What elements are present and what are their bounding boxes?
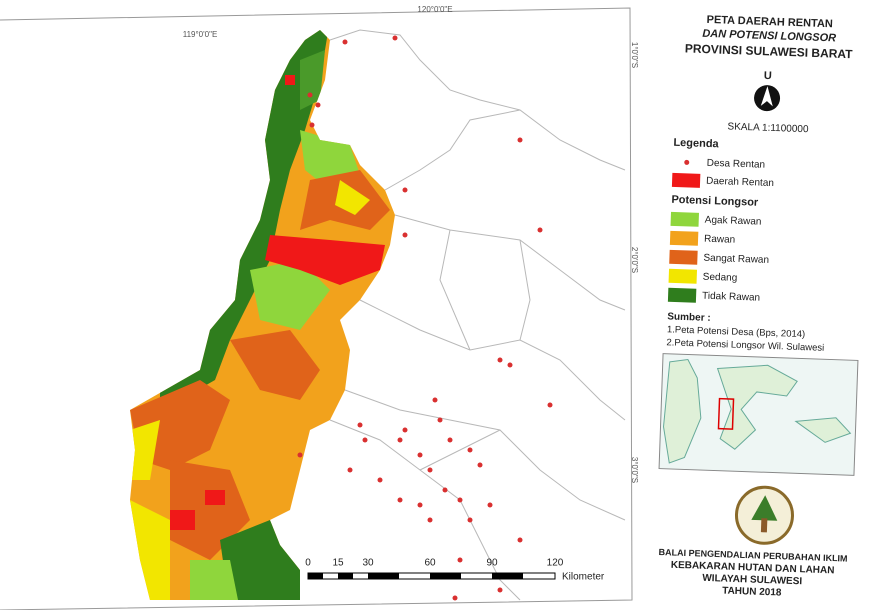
map-frame bbox=[0, 7, 633, 610]
village-dot bbox=[397, 497, 403, 503]
longitude-label: 120°0'0"E bbox=[417, 5, 452, 14]
village-dot bbox=[517, 537, 523, 543]
scale-label: 30 bbox=[362, 558, 374, 569]
village-dot bbox=[417, 452, 423, 458]
village-dot bbox=[309, 122, 315, 128]
scale-bar-segment bbox=[492, 573, 523, 579]
legend-label: Tidak Rawan bbox=[702, 291, 760, 304]
village-dot bbox=[392, 35, 398, 41]
scale-bar-segment bbox=[368, 573, 399, 579]
village-dot bbox=[467, 517, 473, 523]
village-dot bbox=[507, 362, 513, 368]
legend-label: Rawan bbox=[704, 234, 736, 246]
village-dot bbox=[362, 437, 368, 443]
inset-highlight bbox=[717, 397, 735, 430]
legend-label: Sedang bbox=[703, 272, 738, 284]
village-dot bbox=[315, 102, 321, 108]
village-dot bbox=[402, 232, 408, 238]
village-dot bbox=[497, 357, 503, 363]
scale-unit: Kilometer bbox=[562, 572, 605, 583]
village-dot bbox=[342, 39, 348, 45]
longitude-label: 119°0'0"E bbox=[183, 30, 218, 39]
village-dot bbox=[452, 595, 458, 601]
legend-panel: PETA DAERAH RENTAN DAN POTENSI LONGSOR P… bbox=[658, 14, 859, 599]
legend-swatch bbox=[668, 268, 698, 284]
village-dot bbox=[457, 497, 463, 503]
legend: Desa Rentan Daerah Rentan Potensi Longsor A… bbox=[666, 158, 824, 354]
villages bbox=[297, 35, 553, 601]
legend-swatch bbox=[669, 249, 698, 265]
village-dot bbox=[517, 137, 523, 143]
title-line: DAN POTENSI LONGSOR bbox=[702, 28, 836, 45]
scale-label: 60 bbox=[424, 558, 436, 569]
scale-label: 90 bbox=[486, 558, 498, 569]
legend-swatch bbox=[670, 211, 700, 227]
village-dot bbox=[307, 92, 313, 98]
village-dot bbox=[477, 462, 483, 468]
legend-swatch bbox=[671, 172, 701, 188]
logo bbox=[751, 495, 778, 521]
legend-label: Desa Rentan bbox=[707, 158, 766, 171]
village-dot bbox=[547, 402, 553, 408]
title-line: PETA DAERAH RENTAN bbox=[706, 14, 833, 30]
village-dot bbox=[447, 437, 453, 443]
village-dot bbox=[437, 417, 443, 423]
latitude-label: 1°0'0"S bbox=[630, 42, 639, 68]
scale-bar-segment bbox=[430, 573, 461, 579]
scale-text: SKALA 1:1100000 bbox=[727, 121, 809, 135]
scale-bar: 0 15 30 60 90 120 Kilometer bbox=[305, 558, 605, 583]
village-dot bbox=[377, 477, 383, 483]
legend-dot bbox=[684, 159, 690, 165]
legend-title: Legenda bbox=[673, 137, 720, 151]
village-dot bbox=[402, 427, 408, 433]
title-line: PROVINSI SULAWESI BARAT bbox=[685, 41, 854, 61]
legend-swatch bbox=[669, 230, 699, 246]
legend-label: Daerah Rentan bbox=[706, 176, 774, 189]
village-dot bbox=[417, 502, 423, 508]
village-dot bbox=[427, 517, 433, 523]
boundaries bbox=[329, 29, 626, 601]
village-dot bbox=[427, 467, 433, 473]
inset-map bbox=[658, 353, 859, 476]
scale-label: 0 bbox=[305, 558, 311, 569]
footer-line: TAHUN 2018 bbox=[722, 586, 782, 599]
village-dot bbox=[357, 422, 363, 428]
latitude-label: 3°0'0"S bbox=[630, 457, 639, 483]
village-dot bbox=[467, 447, 473, 453]
village-dot bbox=[397, 437, 403, 443]
legend-label: Sangat Rawan bbox=[703, 253, 769, 266]
village-dot bbox=[442, 487, 448, 493]
village-dot bbox=[487, 502, 493, 508]
source-title: Sumber : bbox=[667, 311, 711, 324]
inset-land bbox=[794, 417, 852, 443]
inset-land bbox=[663, 358, 702, 464]
scale-bar-segment bbox=[308, 573, 323, 579]
north-label: U bbox=[764, 70, 772, 82]
village-dot bbox=[497, 587, 503, 593]
legend-label: Agak Rawan bbox=[705, 215, 762, 228]
village-dot bbox=[402, 187, 408, 193]
village-dot bbox=[457, 557, 463, 563]
village-dot bbox=[347, 467, 353, 473]
village-dot bbox=[537, 227, 543, 233]
scale-label: 15 bbox=[332, 558, 344, 569]
village-dot bbox=[297, 452, 303, 458]
logo bbox=[760, 518, 768, 533]
scale-bar-segment bbox=[338, 573, 353, 579]
scale-label: 120 bbox=[547, 558, 564, 569]
latitude-label: 2°0'0"S bbox=[630, 247, 639, 273]
legend-swatch bbox=[667, 287, 697, 303]
north-arrow bbox=[760, 86, 773, 107]
footer-line: WILAYAH SULAWESI bbox=[702, 573, 802, 587]
village-dot bbox=[432, 397, 438, 403]
legend-subtitle: Potensi Longsor bbox=[671, 194, 759, 209]
source-line: 1.Peta Potensi Desa (Bps, 2014) bbox=[667, 324, 806, 340]
